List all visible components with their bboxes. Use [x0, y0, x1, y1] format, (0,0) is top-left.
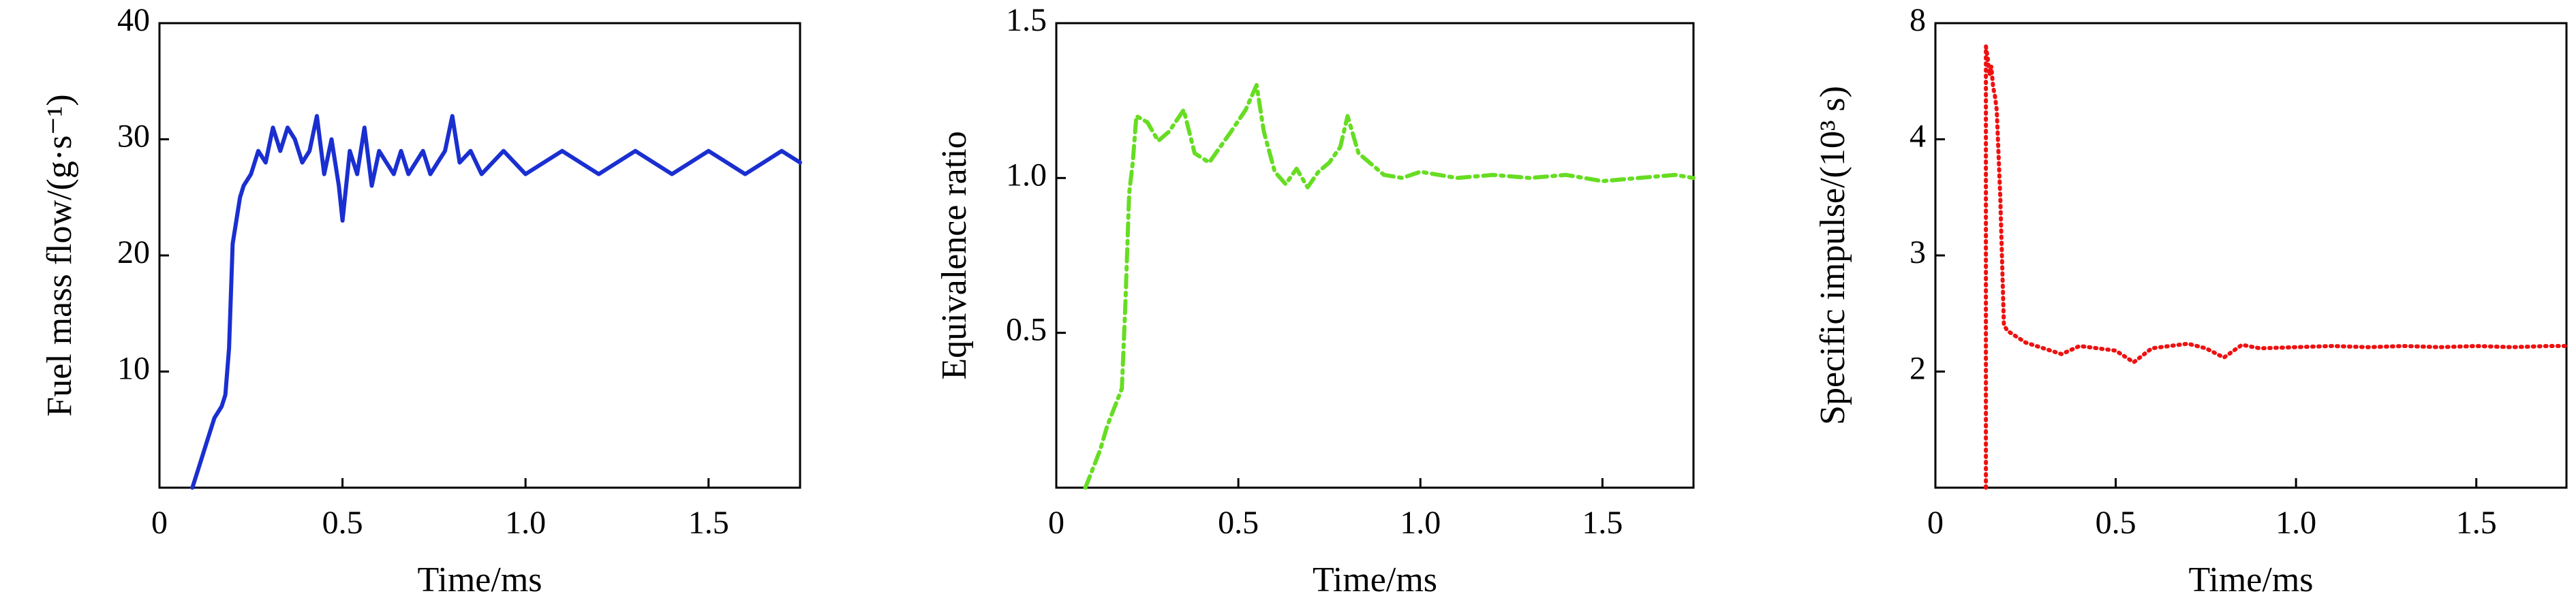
y-axis-label: Equivalence ratio [935, 131, 974, 379]
x-tick-label: 0.5 [2096, 505, 2136, 541]
x-tick-label: 0 [1048, 505, 1064, 541]
x-tick-label: 0.5 [1218, 505, 1259, 541]
y-tick-label: 20 [117, 234, 150, 270]
plot-frame [158, 22, 801, 489]
y-axis-label: Fuel mass flow/(g·s⁻¹) [40, 94, 79, 416]
y-tick-label: 30 [117, 119, 150, 155]
data-line [190, 114, 802, 490]
x-tick-label: 1.5 [2456, 505, 2497, 541]
x-tick-label: 1.0 [2275, 505, 2316, 541]
x-axis-label: Time/ms [1313, 561, 1437, 599]
panel: 10 20 30 40 0 0.5 1.0 1.5 Time/ms Fuel mass flow/… [40, 2, 802, 599]
plot-frame [1934, 22, 2568, 489]
y-tick-label: 2 [1910, 351, 1926, 387]
x-tick-label: 1.0 [505, 505, 546, 541]
y-tick-label: 1.5 [1006, 2, 1047, 38]
y-axis-label: Specific impulse/(10³ s) [1813, 86, 1852, 425]
y-tick-label: 4 [1910, 119, 1926, 155]
data-line [1984, 44, 2569, 490]
x-tick-label: 1.5 [1582, 505, 1623, 541]
x-axis-label: Time/ms [417, 561, 542, 599]
x-axis-label: Time/ms [2188, 561, 2313, 599]
x-tick-label: 0 [151, 505, 168, 541]
y-tick-label: 40 [117, 2, 150, 38]
plot-frame [1055, 22, 1695, 489]
panel: 2 3 4 8 0 0.5 1.0 1.5 Time/ms Specific impulse/(1… [1813, 2, 2569, 599]
panel: 0.5 1.0 1.5 0 0.5 1.0 1.5 Time/ms Equivalence ra… [935, 2, 1696, 599]
x-tick-label: 0.5 [322, 505, 363, 541]
y-tick-label: 10 [117, 351, 150, 387]
y-tick-label: 8 [1910, 2, 1926, 38]
x-tick-label: 1.0 [1400, 505, 1441, 541]
y-tick-label: 1.0 [1006, 157, 1047, 193]
x-tick-label: 1.5 [688, 505, 729, 541]
y-tick-label: 0.5 [1006, 312, 1047, 348]
data-line [1083, 82, 1696, 490]
x-tick-label: 0 [1927, 505, 1944, 541]
y-tick-label: 3 [1910, 234, 1926, 270]
